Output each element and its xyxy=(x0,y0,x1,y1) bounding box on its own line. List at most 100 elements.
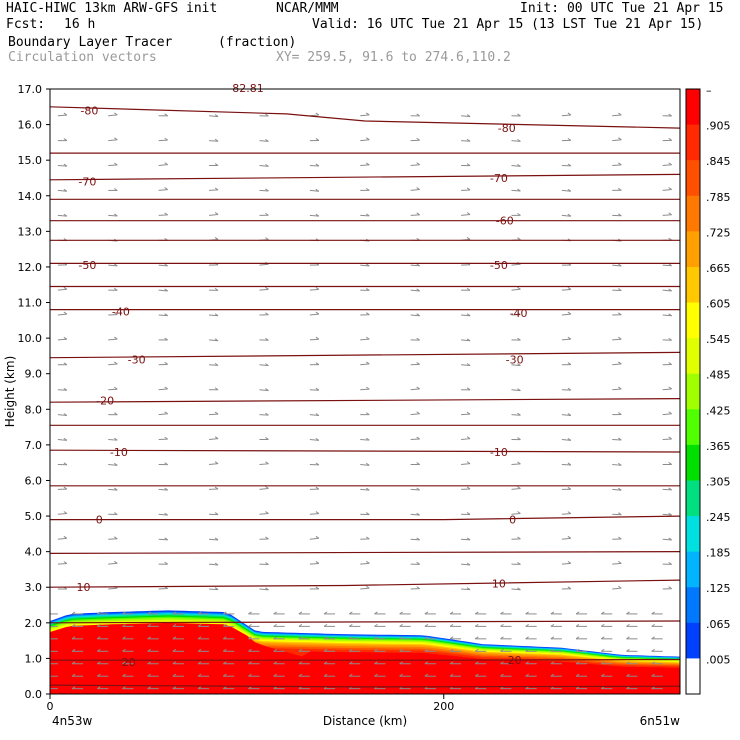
temperature-contour xyxy=(50,106,680,129)
wind-vector xyxy=(612,139,622,142)
wind-vector xyxy=(612,463,622,466)
wind-vector-head xyxy=(214,411,219,415)
wind-vector-head xyxy=(466,338,471,342)
wind-vector-head xyxy=(668,187,672,190)
wind-vector-head xyxy=(348,661,353,665)
wind-vector xyxy=(108,439,118,441)
contour-label: -30 xyxy=(128,353,146,366)
temperature-contour xyxy=(50,658,680,661)
wind-vector-head xyxy=(113,263,118,267)
y-tick-label: 5.0 xyxy=(25,510,43,523)
temperature-contour xyxy=(50,449,680,453)
wind-vector-head xyxy=(416,436,420,440)
wind-vector-head xyxy=(265,113,269,117)
wind-vector-head xyxy=(365,312,370,316)
wind-vector-head xyxy=(50,686,51,688)
wind-vector-head xyxy=(248,661,252,665)
wind-vector xyxy=(561,513,571,515)
wind-vector-head xyxy=(147,623,151,627)
wind-vector-head xyxy=(374,623,378,627)
wind-vector-head xyxy=(617,412,622,415)
wind-vector xyxy=(612,562,622,565)
wind-vector-head xyxy=(214,163,219,166)
wind-vector-head xyxy=(424,673,429,677)
wind-vector-head xyxy=(164,212,168,216)
wind-vector-head xyxy=(63,413,68,416)
wind-vector-head xyxy=(617,288,622,291)
wind-vector-head xyxy=(424,611,429,615)
x-tick-label: 0 xyxy=(47,700,54,713)
colorbar-swatch xyxy=(686,231,700,268)
contour-label: 10 xyxy=(76,581,90,594)
wind-vector xyxy=(612,264,622,267)
wind-vector-head xyxy=(273,661,277,665)
contour-label: -10 xyxy=(110,446,128,459)
wind-vector-head xyxy=(466,212,471,215)
wind-vector xyxy=(561,189,571,192)
wind-vector-head xyxy=(197,623,202,627)
wind-vector-head xyxy=(164,386,168,390)
wind-vector-head xyxy=(517,461,521,465)
wind-vector-head xyxy=(315,188,320,192)
wind-vector xyxy=(108,363,118,366)
wind-vector-head xyxy=(164,537,168,541)
wind-vector-head xyxy=(626,661,630,665)
wind-vector-head xyxy=(265,286,269,290)
wind-vector-head xyxy=(164,162,168,166)
wind-vector-head xyxy=(265,138,269,142)
y-tick-label: 9.0 xyxy=(25,368,43,381)
contour-label: -80 xyxy=(498,122,516,135)
y-tick-label: 11.0 xyxy=(18,297,43,310)
wind-vector-head xyxy=(416,386,420,390)
wind-vector-head xyxy=(122,661,126,665)
wind-vector-head xyxy=(617,263,622,267)
wind-vector-head xyxy=(517,561,521,565)
wind-vector-head xyxy=(517,312,521,316)
wind-vector-head xyxy=(374,636,378,640)
wind-vector-head xyxy=(222,648,227,652)
wind-vector-head xyxy=(348,673,353,677)
wind-vector-head xyxy=(416,337,420,341)
wind-vector-head xyxy=(449,623,454,627)
wind-vector-head xyxy=(273,623,277,627)
wind-vector-head xyxy=(416,313,420,317)
wind-vector-head xyxy=(365,536,370,540)
wind-vector xyxy=(360,139,370,142)
wind-vector-head xyxy=(466,363,471,366)
wind-vector xyxy=(259,513,269,515)
wind-vector-head xyxy=(466,287,471,291)
wind-vector-head xyxy=(71,623,76,627)
tracer-shading xyxy=(50,610,680,694)
wind-vector-head xyxy=(214,461,219,465)
colorbar-swatch xyxy=(686,551,700,588)
wind-vector-head xyxy=(617,312,622,316)
wind-vector-head xyxy=(651,673,655,677)
wind-vector xyxy=(259,463,269,465)
contour-label: -50 xyxy=(490,259,508,272)
wind-vector xyxy=(57,313,67,316)
wind-vector xyxy=(259,487,269,490)
wind-vector-head xyxy=(315,462,320,466)
wind-vector xyxy=(57,114,67,117)
wind-vector-head xyxy=(214,362,219,366)
wind-vector-head xyxy=(248,623,252,627)
wind-vector xyxy=(209,413,219,416)
colorbar-label: .005 xyxy=(706,653,731,666)
wind-vector xyxy=(158,388,168,391)
wind-vector-head xyxy=(517,188,521,192)
wind-vector-head xyxy=(298,611,303,615)
wind-vector xyxy=(259,364,269,367)
wind-vector-head xyxy=(96,623,101,627)
wind-vector-head xyxy=(164,462,168,466)
wind-vector-head xyxy=(365,112,370,116)
wind-vector-head xyxy=(668,487,672,491)
wind-vector-head xyxy=(449,661,454,665)
wind-vector-head xyxy=(399,623,403,627)
wind-vector xyxy=(360,363,370,366)
wind-vector-head xyxy=(449,648,454,652)
wind-vector xyxy=(158,289,168,292)
wind-vector xyxy=(259,189,269,192)
wind-vector-head xyxy=(248,636,252,640)
wind-vector-head xyxy=(517,412,521,416)
wind-vector-head xyxy=(122,623,126,627)
